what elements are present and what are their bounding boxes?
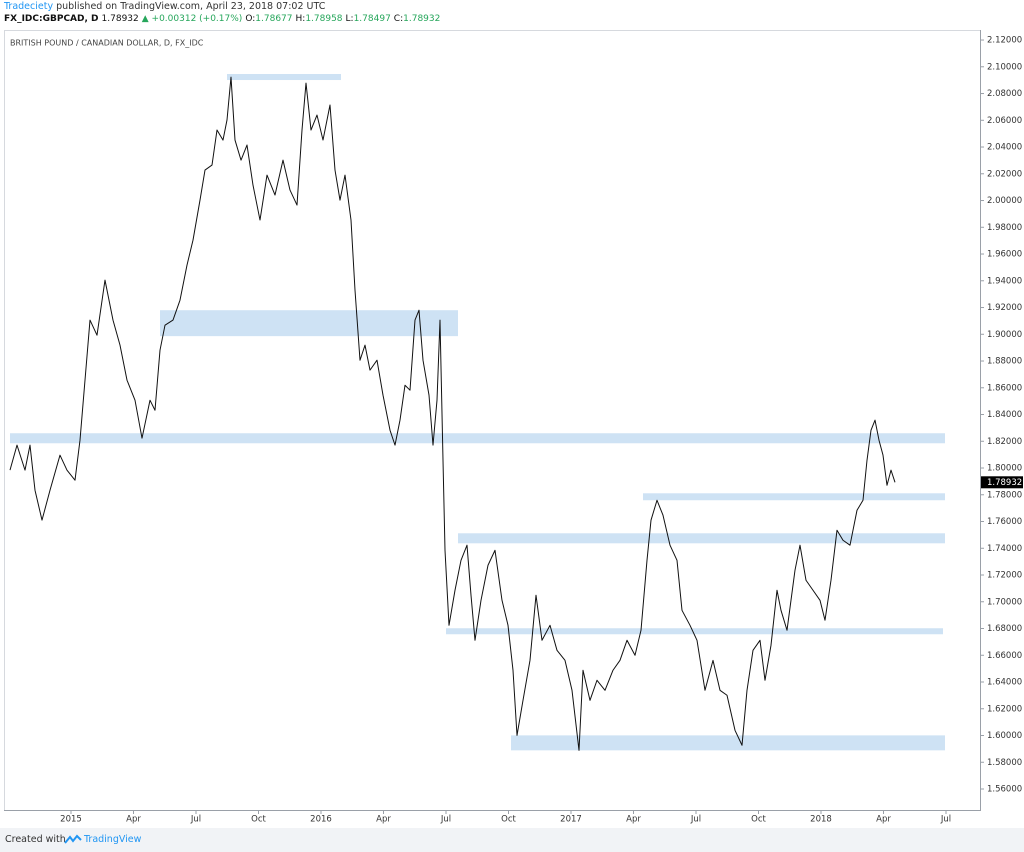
y-tick-label: 1.90000 [987, 330, 1022, 340]
y-tick-label: 1.82000 [987, 437, 1022, 447]
change: ▲ +0.00312 (+0.17%) [141, 14, 243, 24]
x-tick-label: 2018 [810, 815, 832, 825]
last-price-label: 1.78932 [987, 478, 1022, 488]
y-tick-label: 2.10000 [987, 62, 1022, 72]
publish-line: Tradeciety published on TradingView.com,… [4, 1, 325, 12]
ohlc-label: O: [245, 14, 256, 24]
chart-title: BRITISH POUND / CANADIAN DOLLAR, D, FX_I… [10, 39, 204, 48]
y-tick-label: 1.76000 [987, 517, 1022, 527]
x-tick-label: 2017 [560, 815, 582, 825]
ohlc-label: H: [295, 14, 306, 24]
x-tick-label: Jul [190, 815, 201, 825]
y-tick-label: 1.58000 [987, 758, 1022, 768]
support-resistance-zone [160, 310, 458, 337]
y-tick-label: 1.74000 [987, 544, 1022, 554]
ohlc-value: 1.78497 [353, 14, 391, 24]
y-tick-label: 1.84000 [987, 410, 1022, 420]
x-tick-label: Jul [940, 815, 951, 825]
y-tick-label: 1.70000 [987, 597, 1022, 607]
support-resistance-zone [227, 74, 341, 81]
support-resistance-zone [643, 493, 945, 501]
y-tick-label: 1.56000 [987, 785, 1022, 795]
x-tick-label: Oct [751, 815, 766, 825]
y-tick-label: 1.92000 [987, 303, 1022, 313]
y-tick-label: 1.98000 [987, 223, 1022, 233]
symbol-line: FX_IDC:GBPCAD, D 1.78932 ▲ +0.00312 (+0.17… [4, 14, 443, 24]
price-line [9, 76, 896, 751]
ohlc-label: L: [345, 14, 354, 24]
y-tick-label: 1.60000 [987, 731, 1022, 741]
ohlc-value: 1.78677 [255, 14, 293, 24]
x-tick-label: Jul [690, 815, 701, 825]
tradingview-link[interactable]: TradingView [84, 834, 142, 845]
y-tick-label: 2.12000 [987, 36, 1022, 46]
created-with: Created with [5, 834, 66, 845]
support-resistance-zone [446, 628, 943, 635]
y-tick-label: 1.64000 [987, 678, 1022, 688]
chart: BRITISH POUND / CANADIAN DOLLAR, D, FX_I… [0, 0, 1024, 828]
x-tick-label: Apr [126, 815, 141, 825]
publish-info: published on TradingView.com, April 23, … [56, 1, 326, 12]
x-tick-label: 2016 [310, 815, 332, 825]
x-tick-label: Jul [440, 815, 451, 825]
author-link[interactable]: Tradeciety [4, 1, 54, 12]
support-resistance-zone [10, 433, 945, 444]
ohlc-label: C: [393, 14, 404, 24]
y-tick-label: 1.72000 [987, 571, 1022, 581]
x-tick-label: Oct [501, 815, 516, 825]
y-tick-label: 1.86000 [987, 383, 1022, 393]
y-tick-label: 1.80000 [987, 464, 1022, 474]
tradingview-logo [64, 834, 82, 844]
symbol: FX_IDC:GBPCAD, D [4, 14, 99, 24]
footer: Created with TradingView [0, 828, 1024, 852]
ohlc-value: 1.78958 [305, 14, 343, 24]
support-resistance-zone [511, 735, 945, 751]
background [0, 0, 1024, 828]
last-price-marker [981, 476, 1023, 489]
last-price: 1.78932 [101, 14, 139, 24]
y-tick-label: 1.94000 [987, 276, 1022, 286]
x-tick-label: 2015 [60, 815, 82, 825]
y-tick-label: 2.04000 [987, 143, 1022, 153]
y-tick-label: 1.68000 [987, 624, 1022, 634]
y-tick-label: 1.96000 [987, 250, 1022, 260]
y-tick-label: 2.08000 [987, 89, 1022, 99]
x-tick-label: Apr [626, 815, 641, 825]
y-tick-label: 2.00000 [987, 196, 1022, 206]
y-tick-label: 1.66000 [987, 651, 1022, 661]
ohlc-value: 1.78932 [403, 14, 441, 24]
x-tick-label: Apr [376, 815, 391, 825]
y-tick-label: 1.78000 [987, 490, 1022, 500]
y-tick-label: 1.62000 [987, 704, 1022, 714]
y-tick-label: 1.88000 [987, 357, 1022, 367]
x-tick-label: Oct [251, 815, 266, 825]
x-tick-label: Apr [876, 815, 891, 825]
support-resistance-zone [458, 533, 945, 544]
y-tick-label: 2.06000 [987, 116, 1022, 126]
y-tick-label: 2.02000 [987, 169, 1022, 179]
